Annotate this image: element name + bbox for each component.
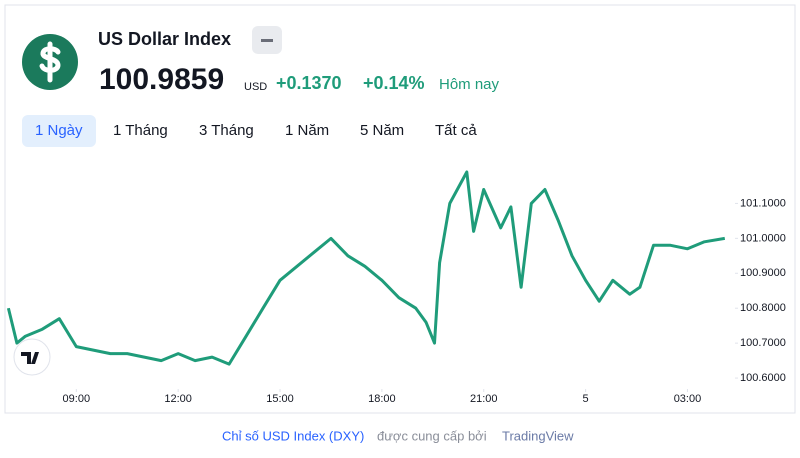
y-tick-label: 100.6000 <box>740 372 786 384</box>
range-tab[interactable]: Tất cả <box>435 122 477 139</box>
y-tick-label: 100.9000 <box>740 267 786 279</box>
change-pct: +0.14% <box>363 73 425 93</box>
x-tick-label: 5 <box>583 393 589 405</box>
x-tick-label: 15:00 <box>266 393 294 405</box>
x-tick-label: 21:00 <box>470 393 498 405</box>
range-tab[interactable]: 5 Năm <box>360 122 404 139</box>
y-tick-label: 101.0000 <box>740 232 786 244</box>
price: 100.9859 <box>99 63 224 96</box>
y-tick-label: 101.1000 <box>740 197 786 209</box>
range-tab[interactable]: 1 Năm <box>285 122 329 139</box>
footer-link[interactable]: Chỉ số USD Index (DXY) <box>222 428 364 443</box>
x-tick-label: 12:00 <box>164 393 192 405</box>
tv-logo-glyph <box>21 352 39 364</box>
change: +0.1370 <box>276 73 342 93</box>
range-tab[interactable]: 1 Ngày <box>35 122 83 139</box>
y-tick-label: 100.8000 <box>740 302 786 314</box>
symbol-name: US Dollar Index <box>98 29 231 49</box>
footer-text: được cung cấp bởi <box>377 428 487 443</box>
tv-logo[interactable] <box>13 338 51 376</box>
widget-frame <box>4 4 796 414</box>
x-tick-label: 03:00 <box>674 393 702 405</box>
x-tick-label: 09:00 <box>63 393 91 405</box>
range-tab[interactable]: 3 Tháng <box>199 122 254 139</box>
price-line <box>6 170 726 366</box>
currency: USD <box>244 81 267 93</box>
x-tick-label: 18:00 <box>368 393 396 405</box>
dollar-glyph <box>39 41 61 83</box>
footer-brand[interactable]: TradingView <box>502 428 574 443</box>
range-tab[interactable]: 1 Tháng <box>113 122 168 139</box>
more-icon <box>261 39 273 42</box>
active-tab-bg <box>22 115 96 147</box>
period: Hôm nay <box>439 76 500 93</box>
y-tick-label: 100.7000 <box>740 337 786 349</box>
